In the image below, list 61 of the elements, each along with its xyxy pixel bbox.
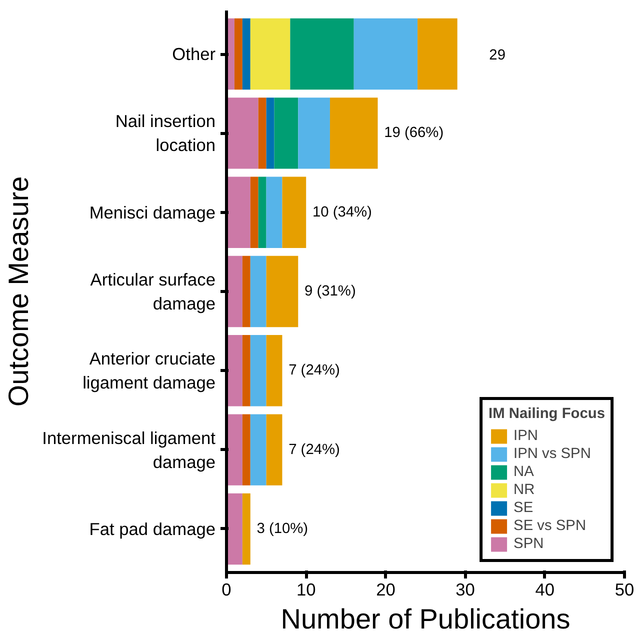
bar (242, 414, 250, 486)
bar (226, 493, 242, 565)
y-tick-label: Articular surface damage (90, 270, 216, 314)
bar (418, 18, 458, 90)
bar (274, 98, 298, 169)
bar (242, 335, 250, 406)
y-tick-label: Fat pad damage (89, 518, 216, 539)
bar (282, 176, 306, 248)
y-axis-title: Outcome Measure (3, 176, 34, 407)
y-tick-label: Nail insertion location (115, 111, 216, 156)
bar (258, 98, 266, 169)
x-tick-label: 0 (222, 580, 232, 600)
x-tick-label: 10 (296, 580, 316, 600)
legend-label: SE vs SPN (514, 517, 586, 535)
legend-label: NR (514, 481, 535, 499)
legend-title: IM Nailing Focus (488, 406, 605, 422)
x-tick-label: 40 (535, 580, 555, 600)
total-label: 3 (10%) (256, 520, 308, 537)
y-tick-label: Other (172, 44, 216, 64)
x-axis-title: Number of Publications (280, 604, 570, 634)
y-tick-label: Anterior cruciate ligament damage (82, 348, 216, 393)
bar (250, 335, 266, 406)
legend-label: SPN (514, 535, 544, 553)
legend-label: IPN (514, 427, 538, 445)
bar (242, 493, 250, 565)
bar (226, 256, 242, 328)
total-label: 19 (66%) (384, 125, 444, 142)
bar (266, 256, 298, 328)
legend-label: NA (514, 463, 534, 481)
bar (266, 98, 274, 169)
bar (266, 414, 282, 486)
total-label: 29 (489, 48, 506, 64)
bar (330, 98, 378, 169)
x-tick-label: 20 (376, 580, 396, 600)
y-tick-label: Menisci damage (89, 202, 216, 222)
bar (354, 18, 418, 90)
x-tick-label: 50 (614, 580, 634, 600)
legend-label: IPN vs SPN (514, 445, 591, 463)
total-label: 10 (34%) (312, 204, 372, 220)
total-label: 7 (24%) (288, 442, 340, 458)
total-label: 7 (24%) (288, 362, 340, 379)
bar (250, 256, 266, 328)
bar (250, 176, 258, 248)
bar (298, 98, 330, 169)
bar (234, 18, 242, 90)
bar (266, 176, 282, 248)
bar (258, 176, 266, 248)
bar (242, 256, 250, 328)
bar (226, 335, 242, 406)
bar (226, 414, 242, 486)
bar (266, 335, 282, 406)
x-tick-label: 30 (456, 580, 475, 600)
bar (242, 18, 250, 90)
total-label: 9 (31%) (304, 284, 356, 300)
y-tick-label: Intermeniscal ligament damage (42, 428, 216, 472)
bar (250, 18, 290, 90)
bar (226, 176, 250, 248)
bar (250, 414, 266, 486)
legend-label: SE (514, 499, 534, 517)
bar (226, 98, 258, 169)
bar (290, 18, 354, 90)
